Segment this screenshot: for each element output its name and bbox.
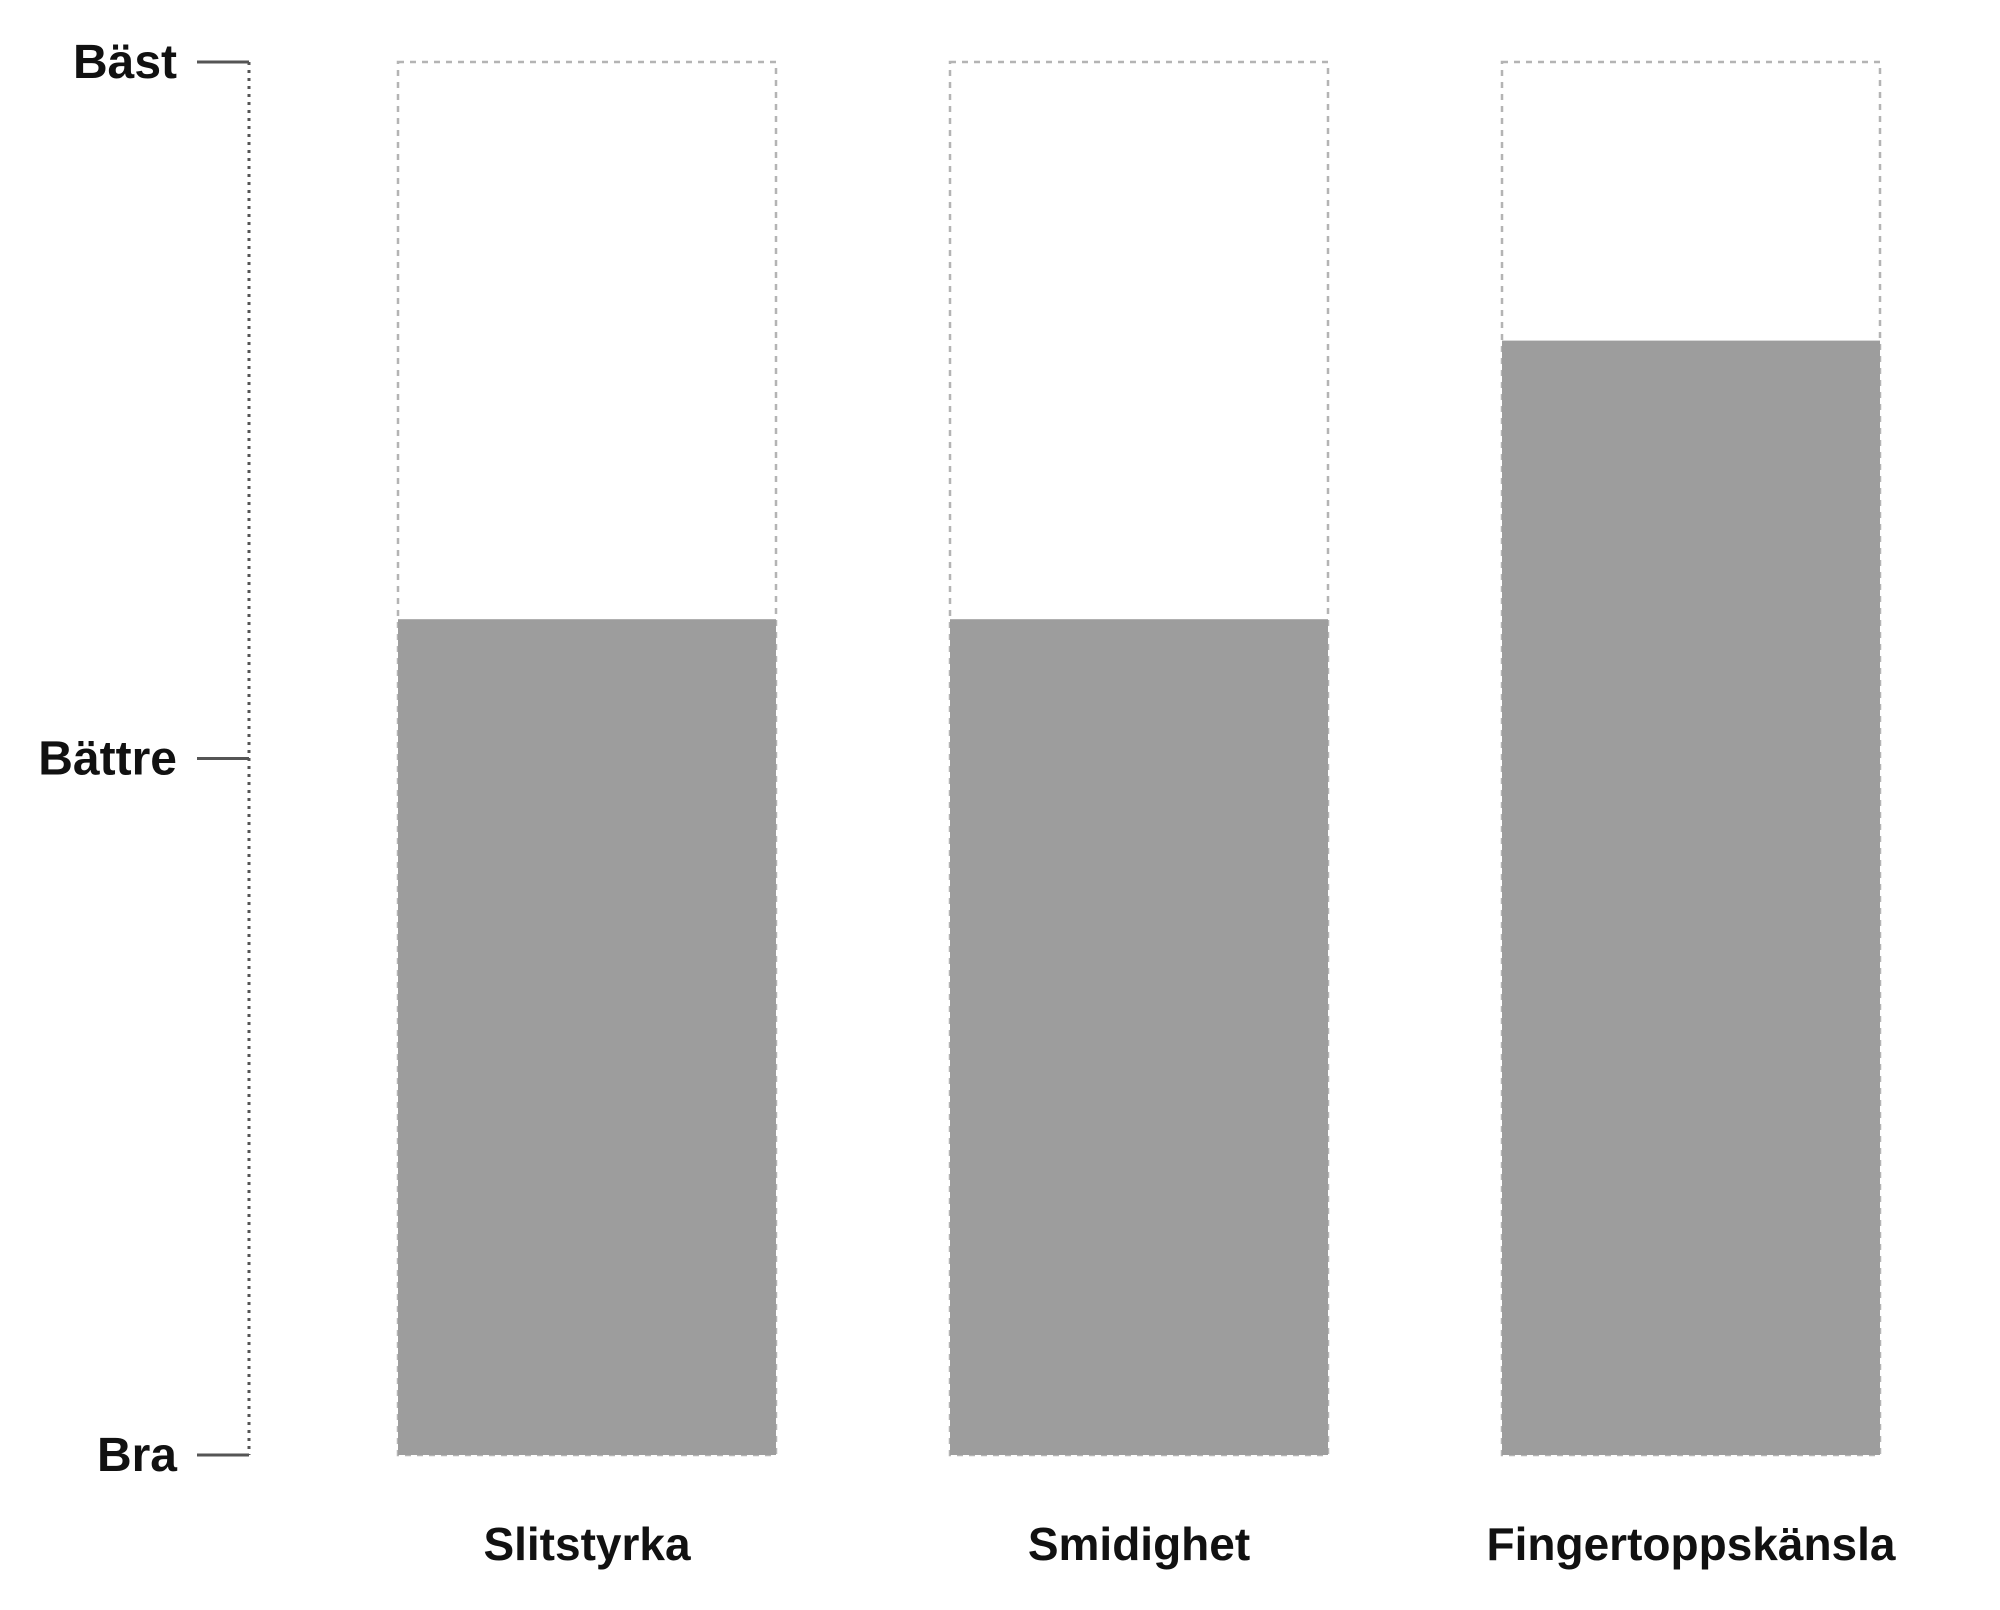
category-label: Smidighet <box>1028 1518 1250 1570</box>
bar <box>1502 340 1880 1456</box>
y-tick-label: Bra <box>97 1429 177 1482</box>
category-label: Fingertoppskänsla <box>1487 1518 1896 1570</box>
bars <box>396 60 1882 1457</box>
bar <box>398 619 776 1455</box>
category-label: Slitstyrka <box>483 1518 691 1570</box>
bar <box>950 619 1328 1455</box>
y-tick-label: Bättre <box>38 733 177 786</box>
y-tick-label: Bäst <box>73 36 177 89</box>
category-labels: Slitstyrka Smidighet Fingertoppskänsla <box>483 1518 1895 1570</box>
y-axis: Bra Bättre Bäst <box>38 36 251 1482</box>
